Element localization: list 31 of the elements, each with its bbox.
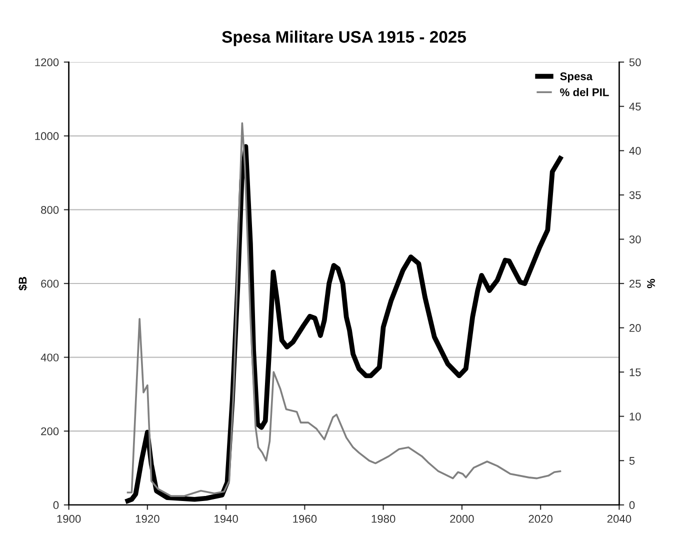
- y-tick-label: 0: [53, 501, 59, 510]
- y2-tick-label: 40: [629, 146, 641, 155]
- y2-tick-label: 5: [629, 457, 635, 465]
- y-axis-title: $B: [18, 276, 28, 290]
- y2-tick-label: 15: [630, 368, 641, 376]
- legend-label: % del PIL: [560, 88, 609, 96]
- x-tick-label: 1900: [57, 514, 81, 523]
- y2-tick-label: 0: [629, 501, 635, 510]
- x-tick-label: 1940: [214, 514, 238, 523]
- x-tick-label: 2020: [528, 514, 552, 523]
- y-tick-label: 1200: [35, 58, 59, 66]
- y2-tick-label: 10: [630, 412, 641, 420]
- y-tick-label: 200: [41, 427, 59, 436]
- x-tick-label: 2000: [450, 514, 474, 523]
- y2-tick-label: 35: [629, 191, 641, 200]
- chart-title: Spesa Militare USA 1915 - 2025: [222, 30, 466, 46]
- y2-tick-label: 25: [629, 280, 641, 288]
- y2-tick-label: 50: [629, 58, 641, 66]
- y2-axis-title: %: [647, 278, 655, 288]
- y2-tick-label: 45: [629, 102, 641, 111]
- x-tick-label: 1980: [372, 514, 396, 523]
- y-tick-label: 1000: [35, 132, 59, 140]
- x-tick-label: 1920: [136, 514, 160, 523]
- y-tick-label: 400: [40, 354, 59, 362]
- y2-tick-label: 20: [629, 324, 641, 332]
- y-tick-label: 600: [41, 280, 59, 288]
- y2-tick-label: 30: [629, 235, 641, 244]
- legend-label: Spesa: [560, 72, 593, 82]
- y-tick-label: 800: [41, 206, 59, 214]
- x-tick-label: 1960: [293, 514, 317, 523]
- x-tick-label: 2040: [607, 514, 632, 523]
